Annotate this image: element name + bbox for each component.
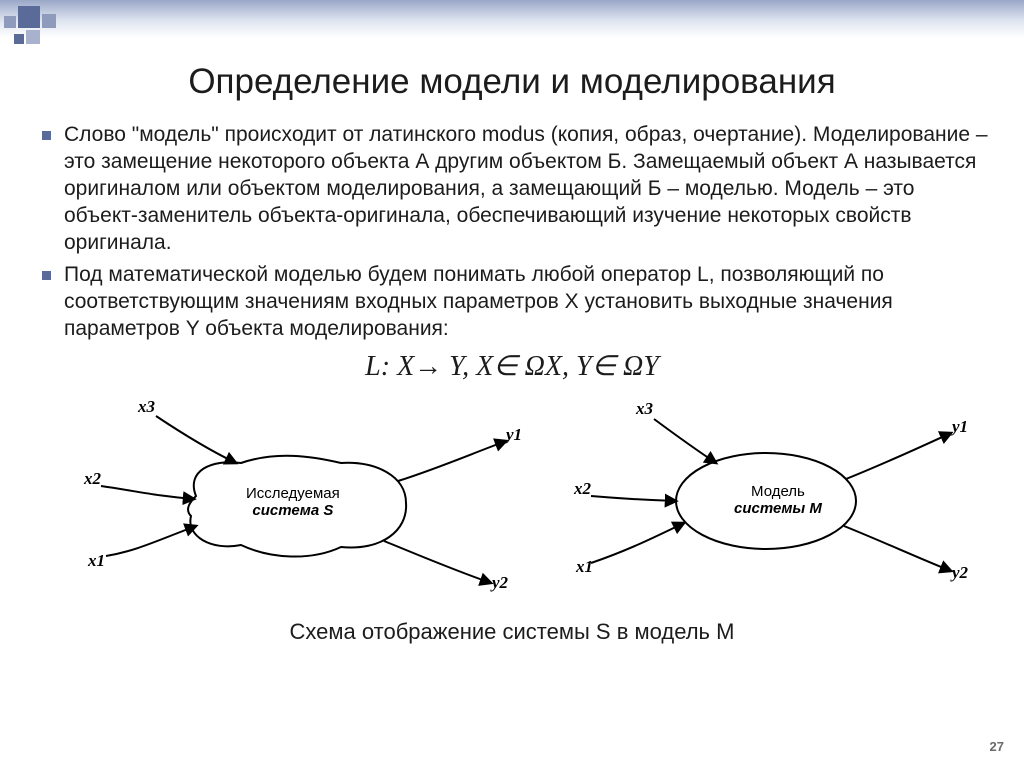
x2-label-right: x2 xyxy=(574,479,591,499)
slide-content: Определение модели и моделирования Слово… xyxy=(0,0,1024,768)
x1-label-right: x1 xyxy=(576,557,593,577)
diagram-caption: Схема отображение системы S в модель М xyxy=(36,619,988,645)
diagram-svg xyxy=(36,391,996,611)
x3-label-left: x3 xyxy=(138,397,155,417)
left-blob-title: Исследуемая система S xyxy=(246,485,340,520)
right-ellipse-title: Модель системы M xyxy=(734,483,822,518)
y1-label-left: y1 xyxy=(506,425,522,445)
bullet-list: Слово "модель" происходит от латинского … xyxy=(36,122,988,343)
formula: L: X→ Y, X∈ ΩX, Y∈ ΩY xyxy=(36,349,988,383)
y1-label-right: y1 xyxy=(952,417,968,437)
x1-label-left: x1 xyxy=(88,551,105,571)
slide-title: Определение модели и моделирования xyxy=(36,62,988,102)
bullet-item: Слово "модель" происходит от латинского … xyxy=(64,122,988,256)
page-number: 27 xyxy=(990,739,1004,754)
y2-label-right: y2 xyxy=(952,563,968,583)
system-diagram: x1 x2 x3 y1 y2 Исследуемая система S x1 … xyxy=(36,391,988,613)
x2-label-left: x2 xyxy=(84,469,101,489)
x3-label-right: x3 xyxy=(636,399,653,419)
bullet-item: Под математической моделью будем понимат… xyxy=(64,262,988,343)
y2-label-left: y2 xyxy=(492,573,508,593)
